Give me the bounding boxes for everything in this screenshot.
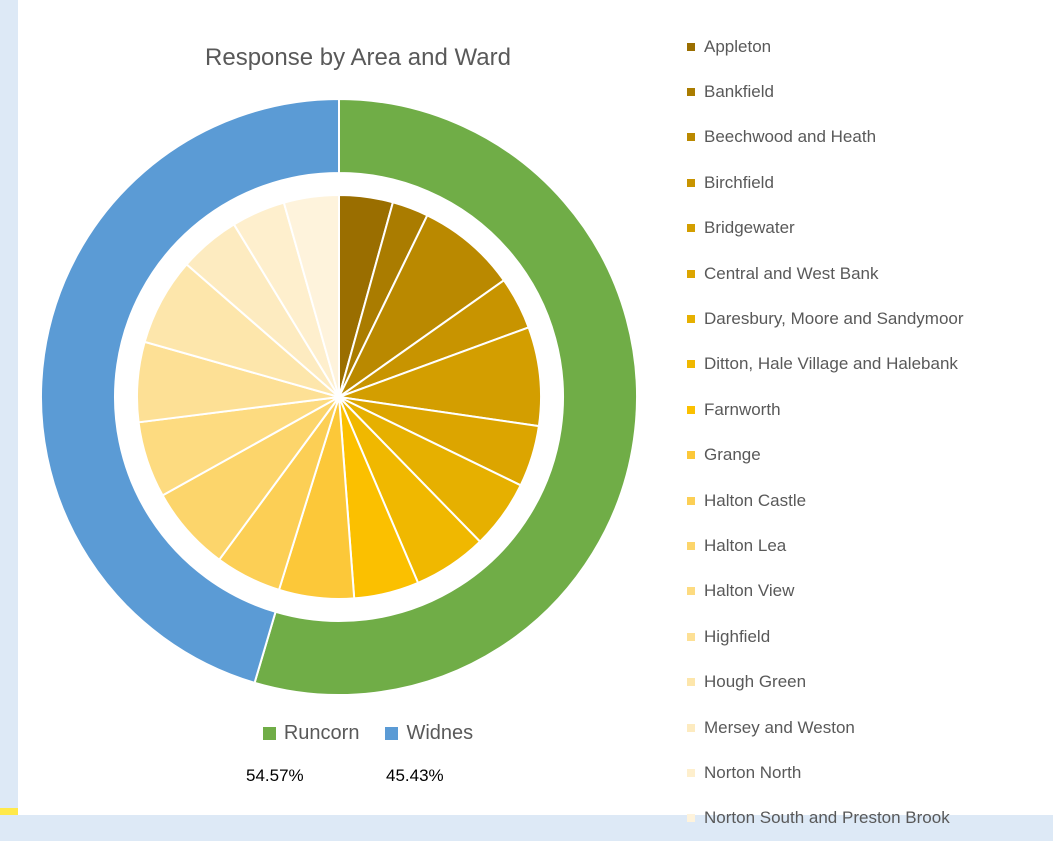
legend-label: Highfield bbox=[704, 626, 771, 646]
legend-swatch bbox=[687, 178, 695, 187]
legend-item-farnworth[interactable]: Farnworth bbox=[687, 387, 1053, 432]
legend-label: Bankfield bbox=[704, 82, 774, 102]
area-ring bbox=[40, 97, 639, 696]
legend-swatch bbox=[687, 315, 695, 324]
legend-item-runcorn[interactable]: Runcorn bbox=[262, 722, 360, 745]
legend-label: Daresbury, Moore and Sandymoor bbox=[704, 309, 964, 329]
widnes-percent: 45.43% bbox=[386, 766, 444, 785]
legend-label: Halton Lea bbox=[704, 535, 787, 555]
runcorn-swatch bbox=[262, 727, 276, 740]
legend-item-bankfield[interactable]: Bankfield bbox=[687, 69, 1053, 114]
legend-label: Hough Green bbox=[704, 672, 807, 692]
legend-item-ditton-hale-village-and-halebank[interactable]: Ditton, Hale Village and Halebank bbox=[687, 342, 1053, 387]
legend-item-halton-lea[interactable]: Halton Lea bbox=[687, 523, 1053, 568]
pie-slice-norton-south-and-preston-brook[interactable] bbox=[282, 193, 340, 398]
legend-item-norton-north[interactable]: Norton North bbox=[687, 750, 1053, 795]
widnes-label: Widnes bbox=[406, 722, 474, 744]
ring-segment-runcorn[interactable] bbox=[253, 97, 639, 696]
chart-title: Response by Area and Ward bbox=[205, 44, 511, 71]
ring-segment-widnes[interactable] bbox=[40, 97, 340, 685]
legend-item-daresbury-moore-and-sandymoor[interactable]: Daresbury, Moore and Sandymoor bbox=[687, 296, 1053, 341]
legend-label: Mersey and Weston bbox=[704, 717, 855, 737]
legend-item-norton-south-and-preston-brook[interactable]: Norton South and Preston Brook bbox=[687, 796, 1053, 841]
legend-swatch bbox=[687, 360, 695, 369]
legend-item-appleton[interactable]: Appleton bbox=[687, 24, 1053, 69]
corner-marker bbox=[0, 808, 18, 815]
legend-label: Beechwood and Heath bbox=[704, 127, 877, 147]
legend-swatch bbox=[687, 224, 695, 233]
legend-swatch bbox=[687, 541, 695, 550]
legend-item-birchfield[interactable]: Birchfield bbox=[687, 160, 1053, 205]
legend-swatch bbox=[687, 451, 695, 460]
legend-swatch bbox=[687, 42, 695, 51]
legend-item-highfield[interactable]: Highfield bbox=[687, 614, 1053, 659]
legend-label: Bridgewater bbox=[704, 218, 795, 238]
legend-label: Central and West Bank bbox=[704, 263, 879, 283]
legend-item-halton-view[interactable]: Halton View bbox=[687, 569, 1053, 614]
pie-slice-bridgewater[interactable] bbox=[338, 326, 542, 428]
legend-item-bridgewater[interactable]: Bridgewater bbox=[687, 206, 1053, 251]
area-legend: Runcorn Widnes bbox=[223, 722, 513, 745]
chart-panel: Response by Area and Ward Runcorn Widnes… bbox=[18, 0, 1053, 827]
widnes-swatch bbox=[385, 727, 399, 740]
legend-label: Appleton bbox=[704, 36, 772, 56]
legend-label: Norton South and Preston Brook bbox=[704, 808, 950, 828]
runcorn-label: Runcorn bbox=[283, 722, 360, 744]
legend-swatch bbox=[687, 814, 695, 823]
legend-item-hough-green[interactable]: Hough Green bbox=[687, 659, 1053, 704]
legend-swatch bbox=[687, 632, 695, 641]
legend-label: Halton Castle bbox=[704, 490, 807, 510]
ward-legend: Appleton Bankfield Beechwood and Heath Birc… bbox=[687, 24, 1053, 841]
legend-swatch bbox=[687, 768, 695, 777]
legend-swatch bbox=[687, 133, 695, 142]
legend-label: Farnworth bbox=[704, 399, 781, 419]
pie-slice-beechwood-and-heath[interactable] bbox=[338, 213, 506, 398]
ward-pie bbox=[136, 193, 542, 600]
legend-label: Grange bbox=[704, 445, 761, 465]
legend-item-beechwood-and-heath[interactable]: Beechwood and Heath bbox=[687, 115, 1053, 160]
legend-item-grange[interactable]: Grange bbox=[687, 433, 1053, 478]
legend-label: Norton North bbox=[704, 762, 802, 782]
donut-chart bbox=[40, 97, 639, 696]
runcorn-percent: 54.57% bbox=[246, 766, 304, 785]
legend-item-central-and-west-bank[interactable]: Central and West Bank bbox=[687, 251, 1053, 296]
legend-swatch bbox=[687, 587, 695, 596]
legend-swatch bbox=[687, 88, 695, 97]
legend-item-widnes[interactable]: Widnes bbox=[385, 722, 473, 745]
legend-label: Halton View bbox=[704, 581, 795, 601]
legend-swatch bbox=[687, 269, 695, 278]
legend-swatch bbox=[687, 723, 695, 732]
legend-item-mersey-and-weston[interactable]: Mersey and Weston bbox=[687, 705, 1053, 750]
legend-label: Ditton, Hale Village and Halebank bbox=[704, 354, 958, 374]
legend-swatch bbox=[687, 405, 695, 414]
legend-label: Birchfield bbox=[704, 172, 774, 192]
legend-swatch bbox=[687, 496, 695, 505]
legend-item-halton-castle[interactable]: Halton Castle bbox=[687, 478, 1053, 523]
legend-swatch bbox=[687, 678, 695, 687]
